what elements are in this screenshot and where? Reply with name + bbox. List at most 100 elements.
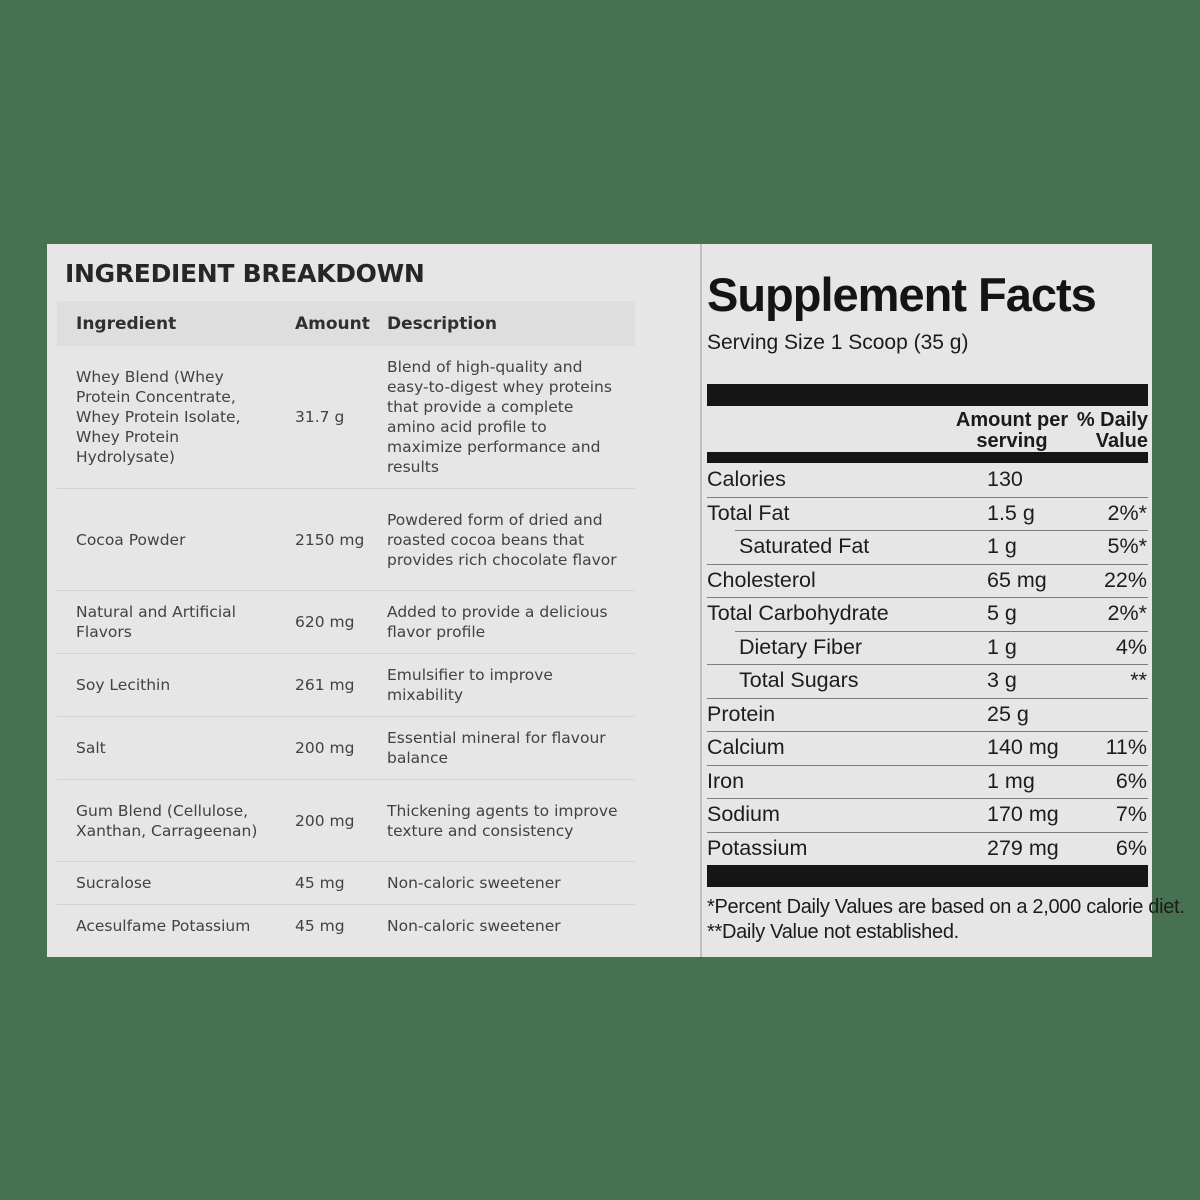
ingredient-name-cell: Cocoa Powder [76, 530, 186, 549]
ingredient-name-cell: Soy Lecithin [76, 676, 171, 694]
nutrient-row: Potassium 279 mg 6% [707, 831, 1148, 866]
row-divider-line [707, 597, 1148, 598]
footnote-daily-values: *Percent Daily Values are based on a 2,0… [707, 896, 1185, 918]
nutrient-label: Total Fat [707, 500, 790, 525]
nutrient-amount: 130 [987, 467, 1023, 492]
ingredient-row: Whey Blend (Whey Protein Concentrate, Wh… [57, 346, 635, 488]
nutrient-daily-value: ** [1130, 668, 1147, 693]
amount-column-header: Amount [295, 313, 370, 334]
description-column-header: Description [387, 313, 497, 334]
nutrient-amount: 5 g [987, 601, 1017, 626]
nutrient-daily-value: 2%* [1107, 500, 1147, 525]
nutrient-row: Total Fat 1.5 g 2%* [707, 496, 1148, 531]
nutrient-row: Calories 130 [707, 463, 1148, 497]
nutrient-amount: 1.5 g [987, 500, 1035, 525]
nutrient-label: Saturated Fat [739, 534, 870, 559]
ingredient-table-header: Ingredient Amount Description [57, 301, 635, 346]
nutrient-label: Iron [707, 768, 745, 793]
nutrient-rows: Calories 130 Total Fat 1.5 g 2%* Saturated Fa… [707, 463, 1148, 865]
nutrient-row: Dietary Fiber 1 g 4% [707, 630, 1148, 665]
top-thick-bar [707, 384, 1148, 406]
nutrient-daily-value: 11% [1105, 735, 1147, 760]
amount-cell: 2150 mg [295, 530, 365, 549]
amount-cell: 31.7 g [295, 408, 345, 426]
serving-size: Serving Size 1 Scoop (35 g) [707, 331, 969, 354]
row-divider-line [707, 731, 1148, 732]
nutrient-daily-value: 5%* [1107, 534, 1147, 559]
nutrient-amount: 1 g [987, 634, 1017, 659]
nutrient-label: Protein [707, 701, 776, 726]
description-cell: Non-caloric sweetener [387, 874, 561, 892]
nutrient-amount: 25 g [987, 701, 1029, 726]
description-cell: Added to provide a delicious flavor prof… [387, 603, 608, 641]
ingredient-row: Acesulfame Potassium 45 mg Non-caloric swe… [57, 904, 635, 947]
ingredient-row: Soy Lecithin 261 mg Emulsifier to improve … [57, 653, 635, 716]
nutrient-daily-value: 22% [1103, 567, 1147, 592]
nutrient-daily-value: 7% [1115, 802, 1147, 827]
ingredient-name-cell: Natural and Artificial Flavors [76, 603, 236, 641]
nutrient-label: Calcium [707, 735, 785, 760]
facts-header-row: Amount per serving % Daily Value [707, 406, 1148, 452]
description-cell: Essential mineral for flavour balance [387, 729, 606, 767]
nutrient-row: Saturated Fat 1 g 5%* [707, 530, 1148, 564]
amount-cell: 261 mg [295, 676, 355, 694]
amount-cell: 200 mg [295, 739, 355, 757]
ingredient-row: Natural and Artificial Flavors 620 mg Adde… [57, 590, 635, 653]
supplement-facts-panel: Supplement Facts Serving Size 1 Scoop (3… [702, 244, 1185, 957]
footnotes: *Percent Daily Values are based on a 2,0… [707, 895, 1185, 945]
ingredient-name-cell: Salt [76, 739, 106, 757]
nutrient-daily-value: 6% [1115, 835, 1147, 860]
header-separator-bar [707, 452, 1148, 463]
row-divider-line [707, 764, 1148, 766]
amount-cell: 45 mg [295, 917, 345, 935]
ingredient-breakdown-title: INGREDIENT BREAKDOWN [65, 259, 425, 288]
nutrient-amount: 279 mg [987, 835, 1059, 860]
ingredient-panel: INGREDIENT BREAKDOWN Ingredient Amount D… [47, 244, 700, 957]
description-cell: Thickening agents to improve texture and… [387, 801, 618, 840]
ingredient-row: Gum Blend (Cellulose, Xanthan, Carrageen… [57, 779, 635, 861]
amount-cell: 200 mg [295, 811, 355, 830]
nutrient-label: Dietary Fiber [739, 634, 863, 659]
footnote-not-established: **Daily Value not established. [707, 921, 959, 943]
daily-value-header: % Daily Value [1076, 409, 1148, 452]
amount-cell: 45 mg [295, 874, 345, 892]
nutrient-row: Sodium 170 mg 7% [707, 798, 1148, 832]
nutrient-row: Cholesterol 65 mg 22% [707, 563, 1148, 598]
nutrient-label: Total Carbohydrate [707, 601, 889, 626]
label-card: INGREDIENT BREAKDOWN Ingredient Amount D… [47, 244, 1185, 957]
nutrient-row: Iron 1 mg 6% [707, 764, 1148, 799]
panel-divider [700, 244, 702, 957]
nutrient-label: Calories [707, 467, 786, 492]
row-divider-line [735, 530, 1148, 531]
description-cell: Non-caloric sweetener [387, 917, 561, 935]
row-divider-line [707, 697, 1148, 699]
row-divider-line [707, 496, 1148, 498]
nutrient-row: Protein 25 g [707, 697, 1148, 732]
ingredient-rows: Whey Blend (Whey Protein Concentrate, Wh… [57, 346, 635, 947]
nutrient-label: Cholesterol [707, 567, 816, 592]
row-divider-line [735, 630, 1148, 632]
nutrient-amount: 3 g [987, 668, 1017, 693]
nutrient-amount: 65 mg [987, 567, 1047, 592]
description-cell: Powdered form of dried and roasted cocoa… [387, 510, 617, 569]
ingredient-name-cell: Whey Blend (Whey Protein Concentrate, Wh… [76, 368, 241, 466]
amount-per-serving-header: Amount per serving [955, 409, 1069, 452]
nutrient-row: Total Sugars 3 g ** [707, 664, 1148, 698]
nutrient-amount: 170 mg [987, 802, 1059, 827]
row-divider-line [707, 798, 1148, 799]
ingredient-name-cell: Sucralose [76, 874, 152, 892]
ingredient-row: Salt 200 mg Essential mineral for flavour … [57, 716, 635, 779]
ingredient-column-header: Ingredient [76, 313, 177, 334]
nutrient-daily-value: 6% [1115, 768, 1147, 793]
nutrient-amount: 1 mg [987, 768, 1035, 793]
nutrient-daily-value: 2%* [1107, 601, 1147, 626]
amount-cell: 620 mg [295, 613, 355, 631]
ingredient-name-cell: Gum Blend (Cellulose, Xanthan, Carrageen… [76, 801, 258, 840]
supplement-facts-title: Supplement Facts [707, 268, 1097, 321]
row-divider-line [707, 831, 1148, 833]
nutrient-row: Calcium 140 mg 11% [707, 731, 1148, 765]
ingredient-row: Cocoa Powder 2150 mg Powdered form of drie… [57, 488, 635, 590]
nutrient-label: Potassium [707, 835, 808, 860]
nutrient-daily-value: 4% [1115, 634, 1147, 659]
